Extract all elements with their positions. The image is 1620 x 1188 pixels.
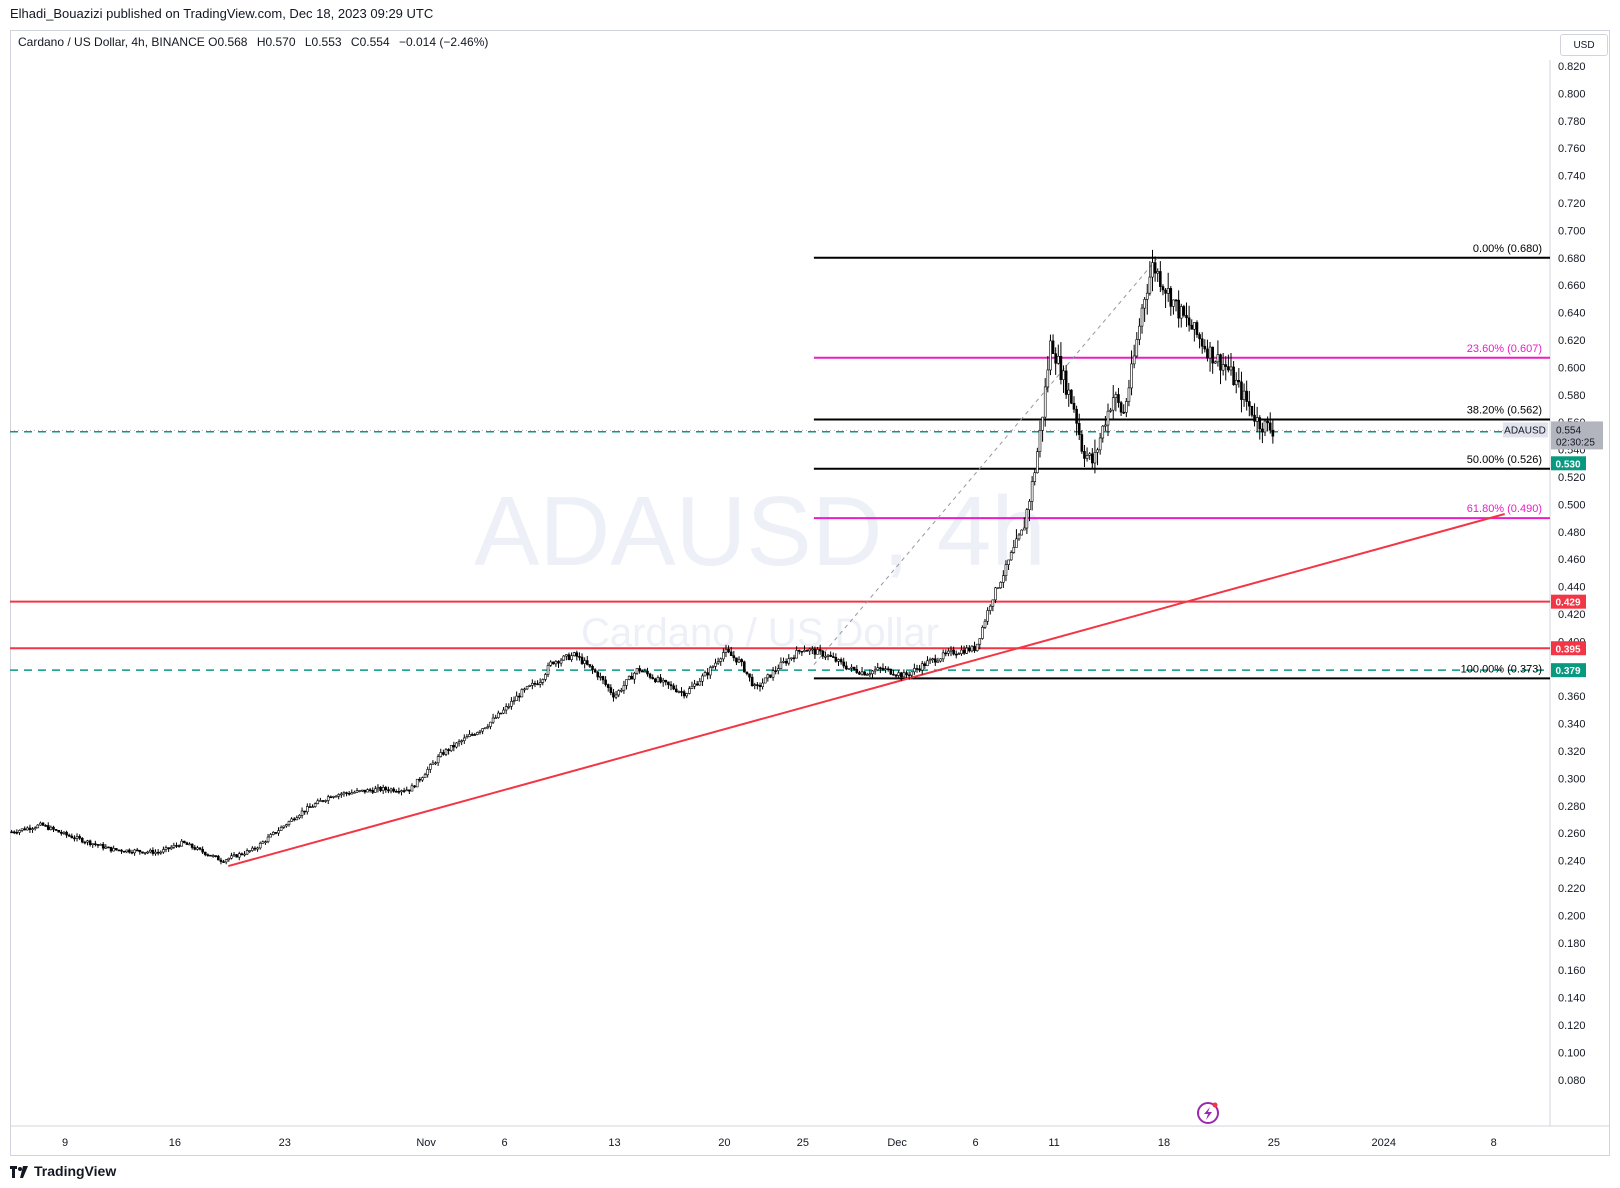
symbol-name[interactable]: Cardano / US Dollar, 4h, BINANCE: [18, 35, 205, 49]
low-value: L0.553: [304, 35, 342, 49]
tradingview-icon: [10, 1165, 28, 1178]
tradingview-brand: TradingView: [34, 1163, 117, 1179]
chart-frame: [10, 30, 1610, 1156]
publish-info: Elhadi_Bouazizi published on TradingView…: [10, 6, 434, 21]
open-value: O0.568: [208, 35, 248, 49]
close-value: C0.554: [350, 35, 390, 49]
high-value: H0.570: [256, 35, 296, 49]
change-value: −0.014 (−2.46%): [398, 35, 489, 49]
currency-button[interactable]: USD: [1560, 34, 1608, 56]
tradingview-logo[interactable]: TradingView: [10, 1163, 116, 1179]
symbol-legend: Cardano / US Dollar, 4h, BINANCE O0.568 …: [18, 35, 494, 49]
